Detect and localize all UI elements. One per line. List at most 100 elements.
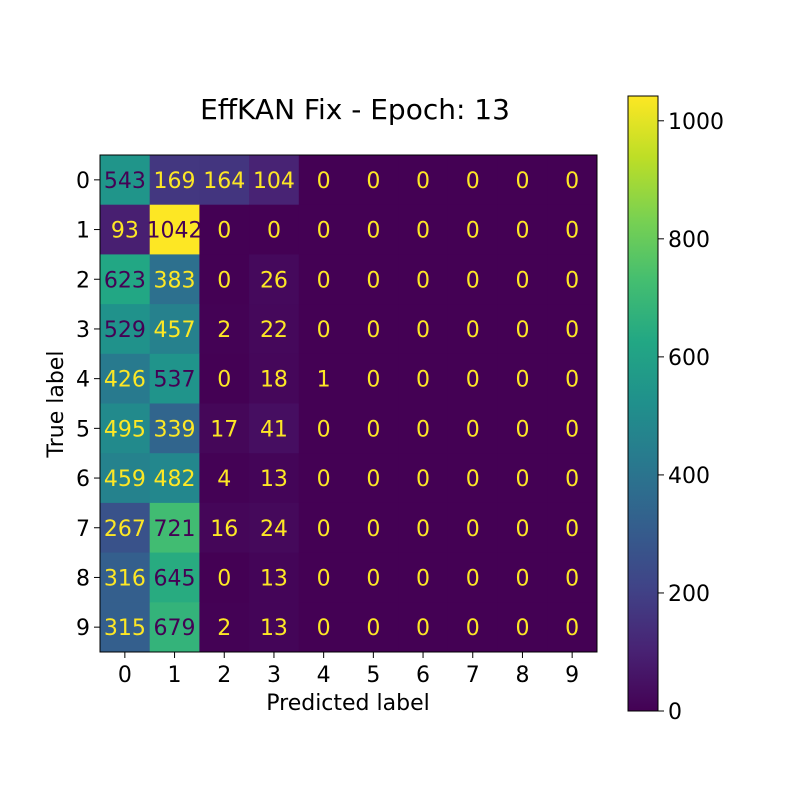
cell-value-label: 2 <box>217 318 231 343</box>
cell-value-label: 0 <box>267 219 281 244</box>
matrix-cell <box>547 254 598 305</box>
cell-value-label: 0 <box>317 566 331 591</box>
matrix-cell <box>298 204 349 255</box>
matrix-cell <box>398 353 449 404</box>
matrix-cell <box>298 403 349 454</box>
cell-value-label: 41 <box>260 417 288 442</box>
cell-value-label: 721 <box>154 517 196 542</box>
x-tick-label: 3 <box>267 663 281 688</box>
matrix-cell <box>100 204 151 255</box>
matrix-cell <box>149 254 200 305</box>
matrix-cell <box>547 155 598 206</box>
cell-value-label: 0 <box>515 219 529 244</box>
cell-value-label: 0 <box>317 318 331 343</box>
y-tick-label: 2 <box>76 268 90 293</box>
matrix-cell <box>100 453 151 504</box>
y-tick-label: 6 <box>76 467 90 492</box>
cell-value-label: 26 <box>260 268 288 293</box>
matrix-cell <box>398 403 449 454</box>
matrix-cell <box>447 204 499 255</box>
matrix-cell <box>249 304 300 355</box>
matrix-cell <box>547 403 598 454</box>
matrix-cell <box>149 353 200 404</box>
cell-value-label: 0 <box>565 517 579 542</box>
matrix-cell <box>100 552 151 603</box>
cell-value-label: 0 <box>317 616 331 641</box>
cell-value-label: 13 <box>260 616 288 641</box>
matrix-cell <box>100 353 151 404</box>
matrix-cell <box>447 304 499 355</box>
matrix-cell <box>348 353 399 404</box>
matrix-cell <box>100 602 151 653</box>
matrix-cell <box>447 453 499 504</box>
matrix-cell <box>298 304 349 355</box>
matrix-cell <box>447 353 499 404</box>
cell-value-label: 0 <box>515 268 529 293</box>
cell-value-label: 0 <box>515 517 529 542</box>
cell-value-label: 0 <box>466 616 480 641</box>
y-tick-label: 3 <box>76 318 90 343</box>
cell-value-label: 529 <box>104 318 146 343</box>
cell-value-label: 0 <box>317 169 331 194</box>
matrix-cell <box>100 155 151 206</box>
cell-value-label: 13 <box>260 566 288 591</box>
cell-value-label: 18 <box>260 368 288 393</box>
matrix-cell <box>199 602 250 653</box>
matrix-cell <box>447 502 499 554</box>
matrix-cell <box>100 502 151 554</box>
cell-value-label: 0 <box>416 268 430 293</box>
y-tick-label: 5 <box>76 417 90 442</box>
cell-value-label: 0 <box>317 219 331 244</box>
cell-value-label: 0 <box>515 616 529 641</box>
cell-value-label: 0 <box>366 268 380 293</box>
cell-value-label: 315 <box>104 616 146 641</box>
cell-value-label: 104 <box>253 169 295 194</box>
matrix-cell <box>547 602 598 653</box>
cell-value-label: 0 <box>565 219 579 244</box>
matrix-cell <box>497 254 548 305</box>
matrix-cell <box>298 155 349 206</box>
cell-value-label: 0 <box>466 467 480 492</box>
cell-value-label: 537 <box>154 368 196 393</box>
x-tick-label: 8 <box>515 663 529 688</box>
cell-value-label: 0 <box>515 169 529 194</box>
matrix-cell <box>447 602 499 653</box>
matrix-cell <box>298 353 349 404</box>
cell-value-label: 2 <box>217 616 231 641</box>
cell-value-label: 0 <box>416 368 430 393</box>
matrix-cell <box>199 552 250 603</box>
y-tick-label: 8 <box>76 566 90 591</box>
matrix-cell <box>298 552 349 603</box>
cell-value-label: 457 <box>154 318 196 343</box>
matrix-cell <box>348 155 399 206</box>
cell-value-label: 0 <box>515 467 529 492</box>
matrix-cell <box>249 502 300 554</box>
cell-value-label: 0 <box>217 268 231 293</box>
cell-value-label: 0 <box>366 417 380 442</box>
matrix-cell <box>199 304 250 355</box>
matrix-cell <box>547 552 598 603</box>
matrix-cell <box>547 204 598 255</box>
matrix-cell <box>100 304 151 355</box>
x-tick-label: 0 <box>118 663 132 688</box>
matrix-cell <box>249 254 300 305</box>
cell-value-label: 0 <box>416 517 430 542</box>
matrix-cell <box>149 204 200 255</box>
cell-value-label: 169 <box>154 169 196 194</box>
colorbar-tick-label: 200 <box>668 582 710 607</box>
cell-value-label: 24 <box>260 517 288 542</box>
matrix-cell <box>398 254 449 305</box>
matrix-cell <box>199 155 250 206</box>
cell-value-label: 0 <box>466 169 480 194</box>
cell-value-label: 4 <box>217 467 231 492</box>
cell-value-label: 0 <box>466 219 480 244</box>
matrix-cell <box>199 453 250 504</box>
cell-value-label: 0 <box>317 268 331 293</box>
cell-value-label: 316 <box>104 566 146 591</box>
matrix-cell <box>249 602 300 653</box>
cell-value-label: 0 <box>466 566 480 591</box>
cell-value-label: 0 <box>416 169 430 194</box>
matrix-cell <box>398 552 449 603</box>
cell-value-label: 0 <box>416 566 430 591</box>
cell-value-label: 13 <box>260 467 288 492</box>
